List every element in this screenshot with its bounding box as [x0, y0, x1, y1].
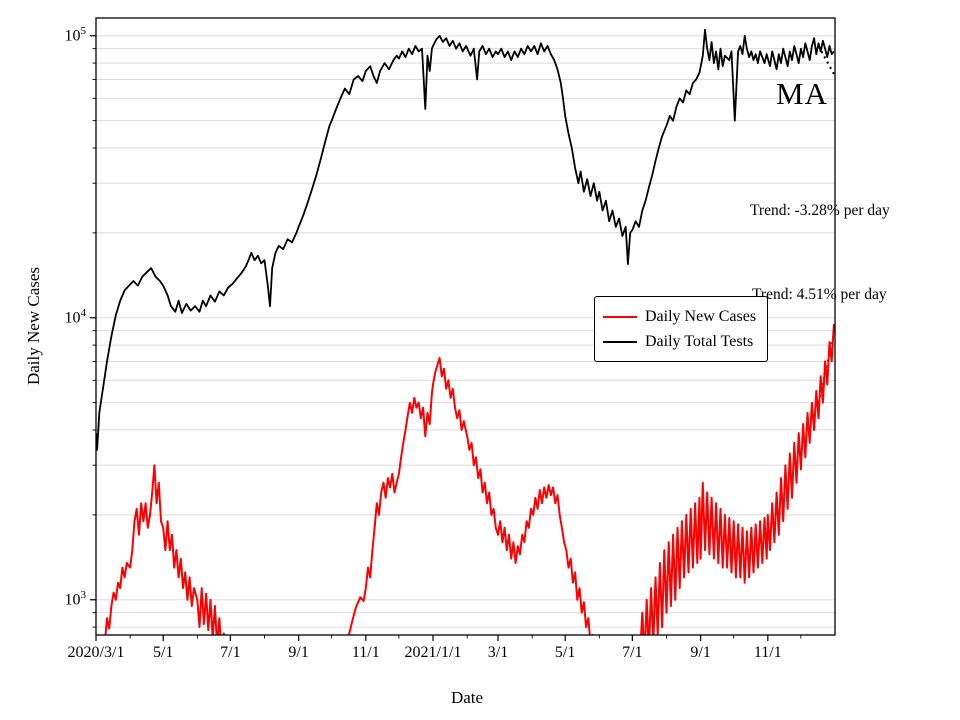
x-tick-label: 11/1	[753, 644, 782, 661]
daily-total-tests-line	[96, 28, 835, 451]
x-tick-label: 3/1	[487, 644, 509, 661]
gridlines	[96, 35, 835, 628]
y-axis-label: Daily New Cases	[24, 266, 43, 386]
legend-box: Daily New Cases Daily Total Tests	[594, 296, 768, 362]
legend-label: Daily Total Tests	[645, 332, 754, 350]
y-tick-label: 104	[64, 306, 87, 327]
legend-entry-daily-new-cases: Daily New Cases	[603, 304, 757, 329]
daily-new-cases-line	[104, 323, 835, 635]
state-annotation: MA	[776, 76, 828, 111]
x-tick-label: 7/1	[220, 644, 241, 661]
x-tick-label: 2020/3/1	[67, 644, 125, 661]
x-tick-label: 2021/1/1	[404, 644, 462, 661]
black-line-swatch	[603, 340, 637, 343]
x-axis-label: Date	[450, 688, 484, 707]
x-tick-label: 9/1	[288, 644, 309, 661]
x-tick-label: 11/1	[351, 644, 380, 661]
axis-ticks	[90, 35, 802, 641]
series-group	[96, 28, 835, 635]
cases-trend-dotted-line	[817, 327, 835, 403]
tests-trend-annotation: Trend: -3.28% per day	[750, 202, 890, 219]
red-line-swatch	[603, 315, 637, 318]
y-tick-label: 103	[64, 588, 87, 609]
plot-border	[95, 17, 836, 636]
legend-entry-daily-total-tests: Daily Total Tests	[603, 329, 757, 354]
x-tick-label: 7/1	[622, 644, 643, 661]
x-tick-label: 5/1	[554, 644, 576, 661]
x-tick-label: 5/1	[152, 644, 174, 661]
cases-trend-annotation: Trend: 4.51% per day	[752, 286, 887, 303]
legend-label: Daily New Cases	[645, 307, 757, 325]
x-tick-label: 9/1	[690, 644, 711, 661]
y-tick-label: 105	[64, 24, 87, 45]
